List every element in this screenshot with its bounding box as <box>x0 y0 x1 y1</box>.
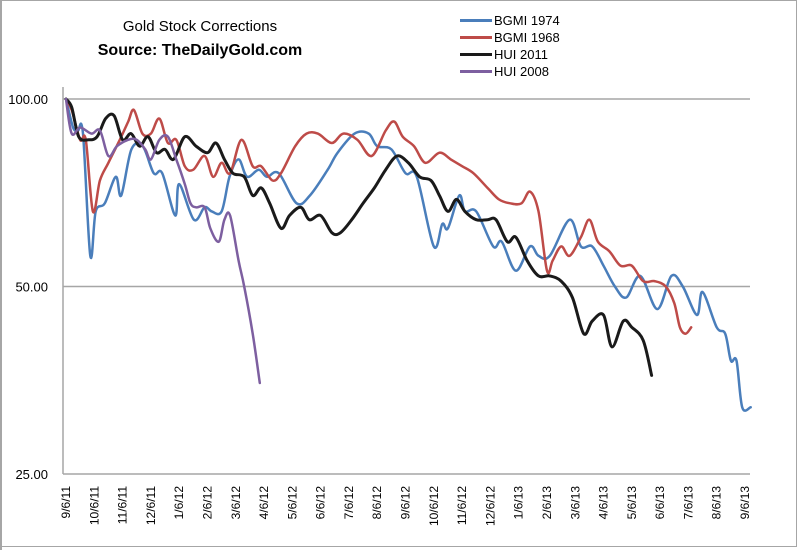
legend-label: BGMI 1968 <box>494 30 560 45</box>
x-tick-label: 6/6/13 <box>653 486 667 520</box>
x-axis-ticks: 9/6/11 10/6/11 11/6/11 12/6/11 1/6/12 2/6/12 3… <box>59 486 752 526</box>
legend-item-bgmi-1974: BGMI 1974 <box>460 12 560 29</box>
x-tick-label: 7/6/13 <box>681 486 695 520</box>
x-tick-label: 9/6/11 <box>59 486 73 519</box>
chart-subtitle: Source: TheDailyGold.com <box>97 42 303 59</box>
x-tick-label: 5/6/13 <box>625 486 639 520</box>
legend-item-bgmi-1968: BGMI 1968 <box>460 29 560 46</box>
y-tick-label: 25.00 <box>15 467 48 482</box>
series-line-hui-2008 <box>64 97 262 385</box>
y-tick-label: 100.00 <box>8 92 48 107</box>
series-line-bgmi-1968 <box>64 97 693 335</box>
legend-swatch <box>460 19 492 22</box>
legend-item-hui-2008: HUI 2008 <box>460 63 560 80</box>
legend-label: BGMI 1974 <box>494 13 560 28</box>
x-tick-label: 4/6/13 <box>597 486 611 520</box>
x-tick-label: 12/6/11 <box>144 486 158 525</box>
chart-title: Gold Stock Corrections <box>122 18 278 35</box>
x-tick-label: 12/6/12 <box>483 486 497 526</box>
legend-swatch <box>460 70 492 73</box>
x-tick-label: 9/6/12 <box>399 486 413 520</box>
legend: BGMI 1974 BGMI 1968 HUI 2011 HUI 2008 <box>460 12 560 80</box>
x-tick-label: 2/6/13 <box>540 486 554 520</box>
x-tick-label: 1/6/13 <box>512 486 526 520</box>
series-line-hui-2011 <box>64 97 654 377</box>
y-axis-ticks: 100.00 50.00 25.00 <box>8 92 48 482</box>
legend-swatch <box>460 36 492 39</box>
x-tick-label: 11/6/11 <box>116 486 130 525</box>
legend-item-hui-2011: HUI 2011 <box>460 46 560 63</box>
y-tick-label: 50.00 <box>15 280 48 295</box>
x-tick-label: 8/6/13 <box>710 486 724 520</box>
gridlines <box>63 98 750 475</box>
x-tick-label: 8/6/12 <box>370 486 384 520</box>
legend-swatch <box>460 53 492 56</box>
x-tick-label: 1/6/12 <box>172 486 186 520</box>
x-tick-label: 3/6/13 <box>568 486 582 520</box>
x-tick-label: 9/6/13 <box>738 486 752 520</box>
x-tick-label: 3/6/12 <box>229 486 243 520</box>
series-lines <box>64 97 752 412</box>
legend-label: HUI 2008 <box>494 64 549 79</box>
x-tick-label: 6/6/12 <box>314 486 328 520</box>
x-tick-label: 4/6/12 <box>257 486 271 520</box>
chart-frame-left-border <box>0 0 2 550</box>
x-tick-label: 2/6/12 <box>200 486 214 520</box>
x-tick-label: 10/6/12 <box>427 486 441 526</box>
x-tick-label: 5/6/12 <box>285 486 299 520</box>
x-tick-label: 11/6/12 <box>455 486 469 525</box>
x-tick-label: 7/6/12 <box>342 486 356 520</box>
legend-label: HUI 2011 <box>494 47 548 62</box>
x-tick-label: 10/6/11 <box>87 486 101 525</box>
